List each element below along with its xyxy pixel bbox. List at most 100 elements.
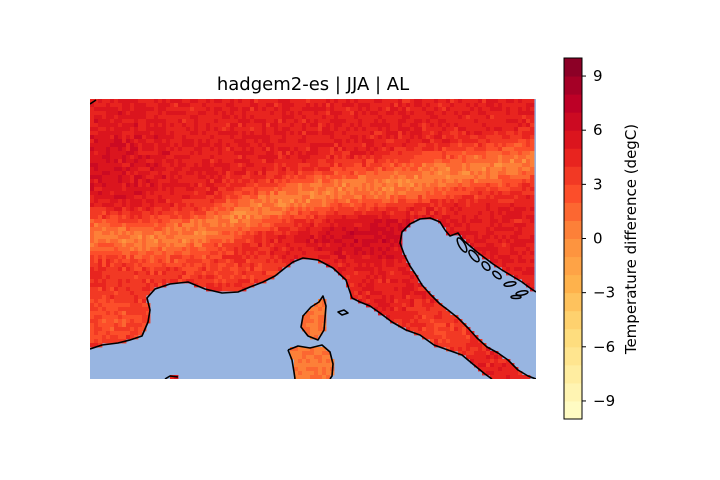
temperature-cell bbox=[278, 215, 283, 220]
temperature-cell bbox=[386, 291, 391, 296]
temperature-cell bbox=[210, 271, 215, 276]
temperature-cell bbox=[218, 127, 223, 132]
temperature-cell bbox=[426, 187, 431, 192]
temperature-cell bbox=[390, 195, 395, 200]
temperature-cell bbox=[202, 243, 207, 248]
temperature-cell bbox=[166, 263, 171, 268]
temperature-cell bbox=[470, 211, 475, 216]
temperature-cell bbox=[102, 179, 107, 184]
temperature-cell bbox=[434, 159, 439, 164]
temperature-cell bbox=[110, 251, 115, 256]
temperature-cell bbox=[398, 275, 403, 280]
temperature-cell bbox=[170, 191, 175, 196]
temperature-cell bbox=[510, 119, 515, 124]
temperature-cell bbox=[234, 135, 239, 140]
temperature-cell bbox=[234, 111, 239, 116]
temperature-cell bbox=[278, 195, 283, 200]
temperature-cell bbox=[434, 203, 439, 208]
temperature-cell bbox=[222, 99, 227, 104]
temperature-cell bbox=[274, 235, 279, 240]
temperature-cell bbox=[142, 199, 147, 204]
temperature-cell bbox=[182, 219, 187, 224]
temperature-cell bbox=[118, 191, 123, 196]
temperature-cell bbox=[190, 115, 195, 120]
temperature-cell bbox=[174, 179, 179, 184]
temperature-cell bbox=[374, 299, 379, 304]
temperature-cell bbox=[206, 139, 211, 144]
temperature-cell bbox=[446, 227, 451, 232]
temperature-cell bbox=[286, 259, 291, 264]
temperature-cell bbox=[338, 171, 343, 176]
temperature-cell bbox=[306, 195, 311, 200]
temperature-cell bbox=[430, 211, 435, 216]
temperature-cell bbox=[214, 119, 219, 124]
temperature-cell bbox=[330, 215, 335, 220]
temperature-cell bbox=[354, 191, 359, 196]
temperature-cell bbox=[466, 203, 471, 208]
temperature-cell bbox=[530, 179, 535, 184]
temperature-cell bbox=[458, 179, 463, 184]
temperature-cell bbox=[282, 107, 287, 112]
temperature-cell bbox=[386, 119, 391, 124]
temperature-cell bbox=[158, 191, 163, 196]
temperature-cell bbox=[302, 167, 307, 172]
temperature-cell bbox=[454, 191, 459, 196]
temperature-cell bbox=[410, 299, 415, 304]
temperature-cell bbox=[362, 179, 367, 184]
temperature-cell bbox=[138, 163, 143, 168]
temperature-cell bbox=[522, 107, 527, 112]
temperature-cell bbox=[146, 263, 151, 268]
temperature-cell bbox=[362, 215, 367, 220]
temperature-cell bbox=[218, 255, 223, 260]
temperature-cell bbox=[94, 251, 99, 256]
temperature-cell bbox=[382, 227, 387, 232]
temperature-cell bbox=[238, 199, 243, 204]
temperature-cell bbox=[458, 151, 463, 156]
temperature-cell bbox=[358, 215, 363, 220]
temperature-cell bbox=[342, 219, 347, 224]
temperature-cell bbox=[310, 155, 315, 160]
temperature-cell bbox=[214, 187, 219, 192]
temperature-cell bbox=[310, 235, 315, 240]
temperature-cell bbox=[194, 123, 199, 128]
temperature-cell bbox=[150, 171, 155, 176]
temperature-cell bbox=[498, 131, 503, 136]
temperature-cell bbox=[310, 231, 315, 236]
temperature-cell bbox=[158, 167, 163, 172]
temperature-cell bbox=[438, 147, 443, 152]
temperature-cell bbox=[206, 115, 211, 120]
temperature-cell bbox=[362, 123, 367, 128]
temperature-cell bbox=[390, 163, 395, 168]
temperature-cell bbox=[118, 179, 123, 184]
temperature-cell bbox=[498, 203, 503, 208]
temperature-cell bbox=[370, 139, 375, 144]
temperature-cell bbox=[146, 191, 151, 196]
temperature-cell bbox=[90, 143, 95, 148]
temperature-cell bbox=[254, 191, 259, 196]
temperature-cell bbox=[118, 111, 123, 116]
temperature-cell bbox=[150, 235, 155, 240]
temperature-cell bbox=[406, 119, 411, 124]
temperature-cell bbox=[178, 251, 183, 256]
temperature-cell bbox=[302, 139, 307, 144]
temperature-cell bbox=[434, 115, 439, 120]
temperature-cell bbox=[154, 279, 159, 284]
temperature-cell bbox=[150, 155, 155, 160]
temperature-cell bbox=[450, 139, 455, 144]
temperature-cell bbox=[186, 187, 191, 192]
temperature-cell bbox=[270, 159, 275, 164]
temperature-cell bbox=[482, 179, 487, 184]
temperature-cell bbox=[454, 123, 459, 128]
temperature-cell bbox=[458, 123, 463, 128]
temperature-cell bbox=[386, 103, 391, 108]
temperature-cell bbox=[94, 187, 99, 192]
temperature-cell bbox=[522, 163, 527, 168]
temperature-cell bbox=[194, 207, 199, 212]
temperature-cell bbox=[190, 147, 195, 152]
temperature-cell bbox=[266, 235, 271, 240]
temperature-cell bbox=[370, 291, 375, 296]
temperature-cell bbox=[314, 143, 319, 148]
temperature-cell bbox=[326, 215, 331, 220]
temperature-cell bbox=[298, 203, 303, 208]
temperature-cell bbox=[162, 127, 167, 132]
